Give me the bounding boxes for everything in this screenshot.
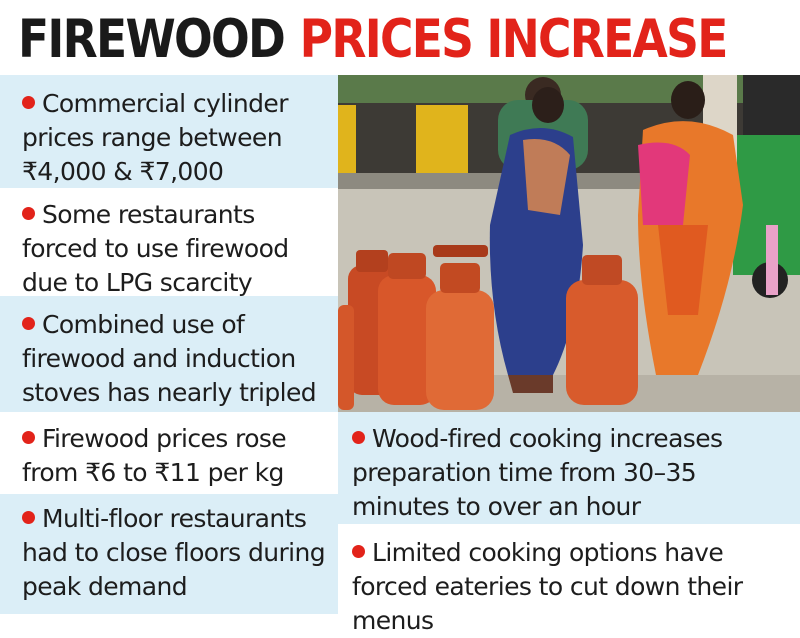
- point-text-5: Multi-floor restaurants had to close flo…: [22, 504, 326, 601]
- headline-word-prices-increase: PRICES INCREASE: [299, 8, 729, 70]
- news-photo: [338, 75, 800, 412]
- point-box-5: Multi-floor restaurants had to close flo…: [0, 494, 338, 614]
- bullet-icon: [352, 431, 365, 444]
- bullet-icon: [22, 431, 35, 444]
- bullet-icon: [22, 511, 35, 524]
- photo-illustration: [338, 75, 800, 412]
- point-text-4: Firewood prices rose from ₹6 to ₹11 per …: [22, 424, 287, 487]
- point-box-4: Firewood prices rose from ₹6 to ₹11 per …: [0, 412, 338, 494]
- point-text-7: Limited cooking options have forced eate…: [352, 538, 743, 635]
- point-box-3: Combined use of firewood and induction s…: [0, 296, 338, 441]
- bullet-icon: [352, 545, 365, 558]
- point-box-1: Commercial cylinder prices range between…: [0, 75, 338, 188]
- headline-word-firewood: FIREWOOD: [18, 8, 286, 70]
- point-text-1: Commercial cylinder prices range between…: [22, 89, 288, 186]
- point-box-6: Wood-fired cooking increases preparation…: [338, 412, 800, 524]
- headline: FIREWOOD PRICES INCREASE: [18, 8, 729, 70]
- lpg-cylinders: [338, 245, 638, 410]
- bullet-icon: [22, 96, 35, 109]
- bullet-icon: [22, 317, 35, 330]
- bullet-icon: [22, 207, 35, 220]
- point-text-2: Some restaurants forced to use firewood …: [22, 200, 289, 297]
- point-text-6: Wood-fired cooking increases preparation…: [352, 424, 723, 521]
- point-box-7: Limited cooking options have forced eate…: [338, 524, 800, 635]
- point-box-2: Some restaurants forced to use firewood …: [0, 188, 338, 297]
